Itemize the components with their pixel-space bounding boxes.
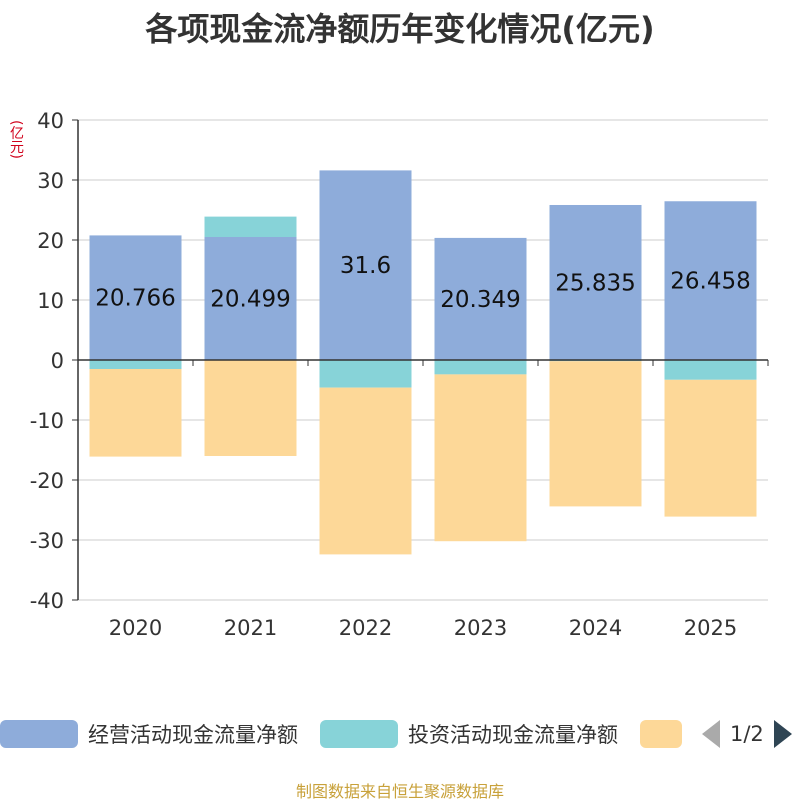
bar-2022-series-0 <box>319 170 412 360</box>
bar-2022-series-2 <box>319 387 412 555</box>
bar-2021-series-2 <box>204 360 297 456</box>
y-tick-label: -20 <box>30 469 64 493</box>
bar-2023-series-0 <box>434 237 527 360</box>
legend-prev-icon[interactable] <box>702 720 720 748</box>
legend-label-investing: 投资活动现金流量净额 <box>408 723 618 747</box>
legend-swatch-operating <box>0 720 78 748</box>
bar-2023-series-2 <box>434 374 527 542</box>
legend-item-investing[interactable]: 投资活动现金流量净额 <box>320 716 618 752</box>
x-tick-label: 2021 <box>224 616 277 640</box>
bar-2022-series-1 <box>319 360 412 388</box>
bar-2025-series-0 <box>664 201 757 360</box>
y-tick-label: -10 <box>30 409 64 433</box>
y-tick-label: 20 <box>37 229 64 253</box>
y-tick-label: -30 <box>30 529 64 553</box>
bar-2020-series-2 <box>89 369 182 457</box>
y-tick-label: 0 <box>51 349 64 373</box>
y-axis-unit-label: (亿元) <box>8 120 24 159</box>
legend-item-operating[interactable]: 经营活动现金流量净额 <box>0 716 298 752</box>
x-tick-label: 2023 <box>454 616 507 640</box>
data-label-2022: 31.6 <box>340 253 391 279</box>
y-tick-label: 30 <box>37 169 64 193</box>
stacked-bar-chart: 40 30 20 10 0 -10 -20 -30 -40 20.766 2020 20.499 202… <box>30 109 769 640</box>
x-tick-label: 2024 <box>569 616 622 640</box>
data-label-2021: 20.499 <box>210 287 290 313</box>
data-label-2020: 20.766 <box>95 286 175 312</box>
bar-2025-series-1 <box>664 360 757 380</box>
legend-page-indicator: 1/2 <box>730 722 764 746</box>
bar-2020-series-0 <box>89 235 182 360</box>
legend-swatch-investing <box>320 720 398 748</box>
bar-2020-series-1 <box>89 360 182 369</box>
bar-2021-series-1 <box>204 216 297 238</box>
data-source-note: 制图数据来自恒生聚源数据库 <box>295 782 504 801</box>
x-tick-label: 2020 <box>109 616 162 640</box>
bar-2021-series-0 <box>204 237 297 360</box>
chart-title: 各项现金流净额历年变化情况(亿元) <box>145 10 655 48</box>
legend-pager: 1/2 <box>700 716 800 752</box>
legend: 经营活动现金流量净额 投资活动现金流量净额 1/2 <box>0 716 800 752</box>
bar-2024-series-2 <box>549 361 642 507</box>
bar-2025-series-2 <box>664 379 757 517</box>
bar-2023-series-1 <box>434 360 527 375</box>
x-tick-label: 2025 <box>684 616 737 640</box>
y-tick-label: 40 <box>37 109 64 133</box>
legend-item-financing[interactable] <box>640 716 682 752</box>
legend-swatch-financing <box>640 720 682 748</box>
legend-next-icon[interactable] <box>773 720 792 748</box>
data-label-2023: 20.349 <box>440 287 520 313</box>
x-tick-label: 2022 <box>339 616 392 640</box>
y-tick-label: 10 <box>37 289 64 313</box>
bar-2024-series-0 <box>549 204 642 360</box>
y-tick-label: -40 <box>30 589 64 613</box>
data-label-2024: 25.835 <box>555 270 635 296</box>
legend-label-operating: 经营活动现金流量净额 <box>88 723 298 747</box>
data-label-2025: 26.458 <box>670 269 750 295</box>
